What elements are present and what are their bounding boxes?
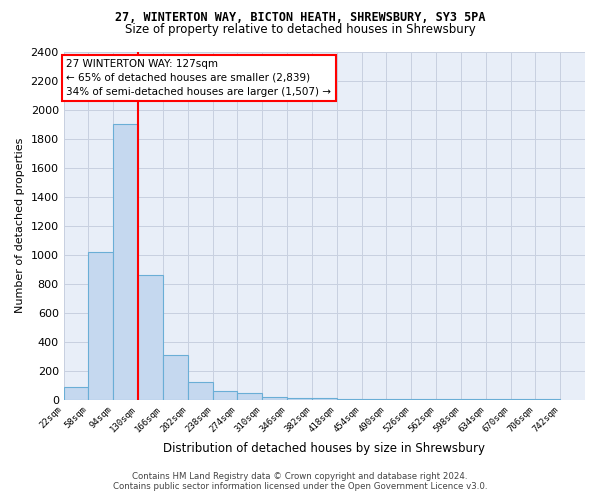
Bar: [163, 354, 188, 400]
Bar: [188, 382, 212, 400]
Text: Size of property relative to detached houses in Shrewsbury: Size of property relative to detached ho…: [125, 22, 475, 36]
Bar: [287, 398, 312, 400]
Y-axis label: Number of detached properties: Number of detached properties: [15, 138, 25, 314]
Text: 27, WINTERTON WAY, BICTON HEATH, SHREWSBURY, SY3 5PA: 27, WINTERTON WAY, BICTON HEATH, SHREWSB…: [115, 11, 485, 24]
Bar: [138, 275, 163, 400]
Bar: [64, 386, 88, 400]
Text: 27 WINTERTON WAY: 127sqm
← 65% of detached houses are smaller (2,839)
34% of sem: 27 WINTERTON WAY: 127sqm ← 65% of detach…: [67, 59, 331, 97]
Bar: [362, 399, 386, 400]
Text: Contains HM Land Registry data © Crown copyright and database right 2024.
Contai: Contains HM Land Registry data © Crown c…: [113, 472, 487, 491]
Bar: [262, 396, 287, 400]
Bar: [113, 124, 138, 400]
Bar: [312, 398, 337, 400]
Bar: [238, 393, 262, 400]
Bar: [212, 391, 238, 400]
Bar: [88, 252, 113, 400]
Bar: [337, 399, 362, 400]
X-axis label: Distribution of detached houses by size in Shrewsbury: Distribution of detached houses by size …: [163, 442, 485, 455]
